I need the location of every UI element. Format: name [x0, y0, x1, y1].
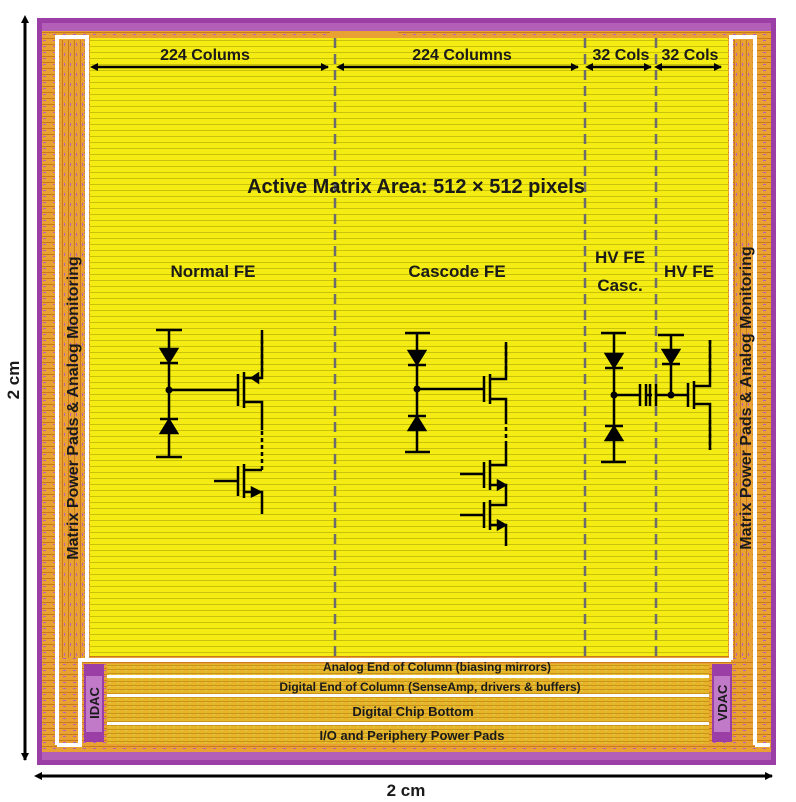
- columns-label-normal: 224 Colums: [160, 47, 250, 64]
- schematic-normal-fe: [156, 328, 264, 514]
- bottom-separator-2: [107, 694, 709, 697]
- bottom-frame-upper: [57, 658, 731, 747]
- matrix-title: Active Matrix Area: 512 × 512 pixels: [247, 176, 585, 198]
- frame-lines: [55, 35, 770, 747]
- schematic-hv-node: [667, 391, 675, 399]
- bottom-periphery: [84, 664, 732, 744]
- columns-label-cascode: 224 Columns: [412, 47, 512, 64]
- dimension-arrows: [21, 15, 773, 780]
- left-side-label: Matrix Power Pads & Analog Monitoring: [65, 256, 82, 559]
- fe-label-normal: Normal FE: [170, 262, 255, 281]
- right-power-pad-column: [734, 40, 752, 658]
- columns-label-hv: 32 Cols: [662, 47, 719, 64]
- idac-label: IDAC: [87, 687, 102, 719]
- digital-eoc-label: Digital End of Column (SenseAmp, drivers…: [279, 680, 580, 694]
- active-matrix: [90, 38, 728, 656]
- bottom-separator-3: [107, 722, 709, 725]
- schematic-hv-fe: [648, 333, 712, 450]
- fe-label-cascode: Cascode FE: [408, 262, 505, 281]
- left-power-pad-column: [60, 40, 84, 658]
- idac-block-inner: [86, 676, 102, 732]
- width-dimension-label: 2 cm: [387, 781, 426, 800]
- bottom-separator-1: [107, 675, 709, 678]
- schematic-cascode-fe: [405, 331, 508, 546]
- fe-label-hv-casc-line2: Casc.: [597, 276, 642, 295]
- digital-bottom-label: Digital Chip Bottom: [352, 704, 473, 719]
- schematic-hv-casc-fe: [601, 331, 652, 464]
- right-side-label: Matrix Power Pads & Analog Monitoring: [738, 246, 755, 549]
- die-bottom-strip: [42, 752, 771, 760]
- right-frame: [729, 35, 757, 745]
- vdac-label: VDAC: [715, 684, 730, 721]
- die-top-strip: [42, 23, 771, 31]
- schematic-normal-node: [165, 386, 173, 394]
- left-frame: [55, 35, 89, 745]
- section-dividers: [333, 38, 658, 660]
- columns-label-hv-casc: 32 Cols: [593, 47, 650, 64]
- schematic-hv-casc-node: [610, 391, 618, 399]
- height-dimension-label: 2 cm: [4, 361, 23, 400]
- analog-eoc-label: Analog End of Column (biasing mirrors): [323, 660, 551, 674]
- vdac-block-inner: [714, 676, 730, 732]
- fe-label-hv-casc: HV FE: [595, 248, 645, 267]
- schematic-cascode-node: [413, 385, 421, 393]
- io-pads-label: I/O and Periphery Power Pads: [320, 728, 505, 743]
- fe-label-hv: HV FE: [664, 262, 714, 281]
- matrix-top-marker: [330, 32, 398, 38]
